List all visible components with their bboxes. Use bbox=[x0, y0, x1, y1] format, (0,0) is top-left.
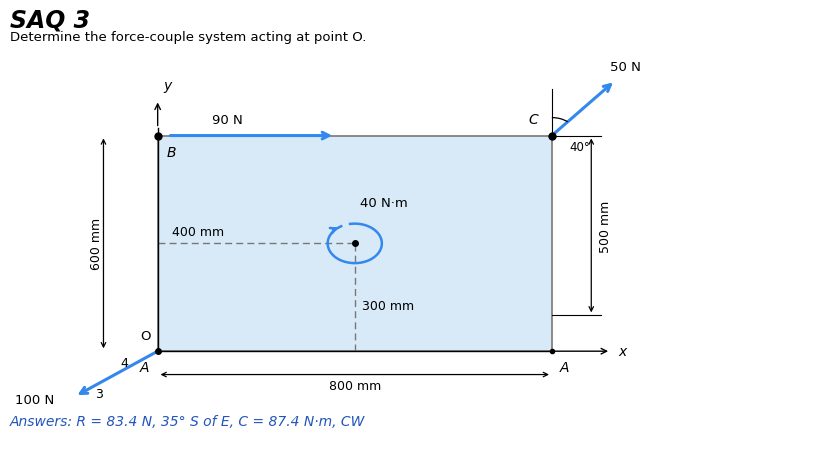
Text: 40°: 40° bbox=[568, 140, 589, 154]
Text: 40 N·m: 40 N·m bbox=[359, 197, 407, 210]
Text: 500 mm: 500 mm bbox=[598, 200, 611, 252]
Text: y: y bbox=[164, 79, 172, 93]
Text: 300 mm: 300 mm bbox=[361, 300, 414, 313]
Text: B: B bbox=[166, 145, 176, 159]
Text: Answers: R = 83.4 N, 35° S of E, C = 87.4 N·m, CW: Answers: R = 83.4 N, 35° S of E, C = 87.… bbox=[10, 414, 365, 429]
Text: 400 mm: 400 mm bbox=[172, 225, 224, 239]
Text: 50 N: 50 N bbox=[609, 61, 640, 74]
Text: O: O bbox=[140, 330, 150, 342]
Text: 800 mm: 800 mm bbox=[328, 379, 380, 392]
Text: SAQ 3: SAQ 3 bbox=[10, 9, 90, 33]
Text: 100 N: 100 N bbox=[15, 393, 54, 406]
Text: 3: 3 bbox=[95, 387, 103, 400]
Text: A: A bbox=[558, 360, 568, 375]
Text: Determine the force-couple system acting at point O.: Determine the force-couple system acting… bbox=[10, 30, 366, 44]
Text: x: x bbox=[618, 344, 626, 358]
Text: C: C bbox=[528, 112, 538, 126]
Text: 90 N: 90 N bbox=[212, 113, 242, 126]
Text: 4: 4 bbox=[120, 357, 128, 369]
Text: 600 mm: 600 mm bbox=[89, 218, 103, 270]
Text: A: A bbox=[139, 360, 149, 375]
Bar bbox=[157, 136, 551, 352]
